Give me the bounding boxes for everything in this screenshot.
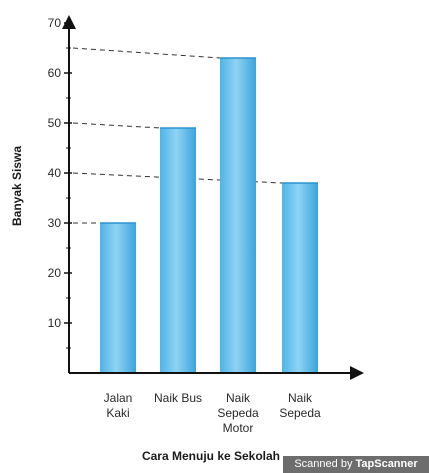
x-category-label: Jalan Kaki xyxy=(104,391,133,420)
y-tick-label: 60 xyxy=(48,66,62,80)
y-tick-label: 70 xyxy=(48,16,62,30)
bar xyxy=(100,223,136,373)
bar xyxy=(282,183,318,373)
y-tick-label: 30 xyxy=(48,216,62,230)
x-axis-title: Cara Menuju ke Sekolah xyxy=(142,449,280,463)
bar xyxy=(160,128,196,373)
y-axis-title: Banyak Siswa xyxy=(10,146,24,226)
watermark-prefix: Scanned by xyxy=(294,458,356,470)
x-category-label: Naik Sepeda Motor xyxy=(217,391,259,435)
x-category-label: Naik Sepeda xyxy=(279,391,321,420)
watermark-brand: TapScanner xyxy=(355,458,418,470)
reference-dash-line xyxy=(72,47,221,59)
x-category-label: Naik Bus xyxy=(154,391,202,405)
y-tick-label: 50 xyxy=(48,116,62,130)
bar xyxy=(220,58,256,373)
y-tick-label: 10 xyxy=(48,316,62,330)
bars xyxy=(100,57,318,373)
y-ticks: 10 20 30 40 50 60 70 xyxy=(48,16,72,349)
reference-dash-line xyxy=(72,122,161,129)
x-category-labels: Jalan Kaki Naik Bus Naik Sepeda Motor Naik Sepe… xyxy=(104,391,321,435)
y-tick-label: 20 xyxy=(48,266,62,280)
y-tick-label: 40 xyxy=(48,166,62,180)
scanner-watermark: Scanned by TapScanner xyxy=(283,456,429,473)
